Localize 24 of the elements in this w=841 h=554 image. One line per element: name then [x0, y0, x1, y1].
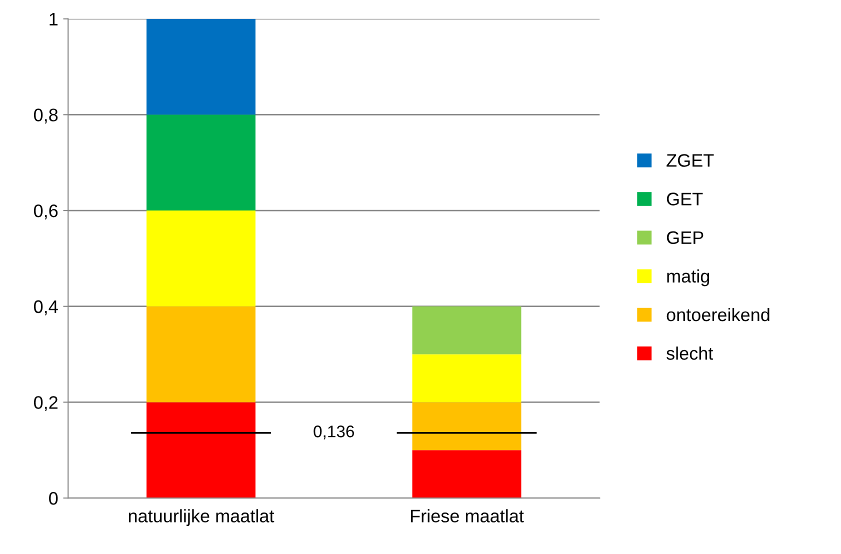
legend-label: matig [667, 269, 710, 286]
legend-label: ZGET [666, 154, 714, 167]
y-tick-label: 1 [50, 12, 58, 26]
ref-line-label: 0,136 [314, 426, 354, 440]
y-tick-label: 0,6 [34, 204, 58, 220]
bar [412, 450, 522, 498]
legend-label: ontoereikend [666, 308, 770, 322]
y-tick-label: 0,4 [34, 300, 58, 316]
bar [146, 210, 256, 306]
bar [146, 18, 256, 115]
legend-label: slecht [666, 346, 714, 360]
y-tick-label: 0 [49, 492, 58, 505]
bar [412, 306, 522, 354]
bar [146, 114, 256, 211]
bar [146, 306, 256, 402]
x-tick-label: Friese maatlat [411, 509, 524, 522]
legend-label: GEP [666, 231, 704, 244]
bar [412, 402, 522, 450]
y-tick-label: 0,2 [34, 396, 58, 412]
x-tick-label: natuurlijke maatlat [128, 509, 274, 526]
bar [146, 402, 256, 498]
y-tick-label: 0,8 [34, 108, 58, 124]
legend-label: GET [666, 192, 703, 206]
bar [412, 354, 522, 402]
